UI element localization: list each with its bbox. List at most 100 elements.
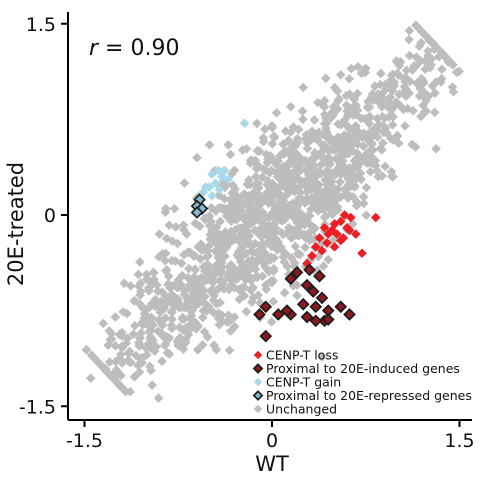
data-point (167, 314, 177, 325)
data-point (339, 167, 349, 178)
data-point (321, 184, 332, 195)
data-point (154, 229, 165, 239)
data-point (153, 315, 164, 325)
data-point (287, 168, 297, 179)
data-point (117, 331, 127, 341)
data-point (139, 308, 150, 319)
data-point (361, 210, 372, 220)
data-point (411, 60, 422, 71)
data-point (373, 171, 384, 182)
data-point (344, 225, 355, 236)
data-point (202, 332, 213, 342)
data-point (208, 235, 219, 245)
data-point (228, 263, 238, 274)
data-point (445, 57, 455, 67)
data-point (224, 238, 235, 249)
data-point (259, 258, 269, 269)
data-point (421, 106, 431, 117)
data-point (329, 242, 340, 252)
data-point (108, 373, 118, 383)
data-point (179, 302, 190, 313)
data-point (169, 203, 180, 214)
data-point (291, 162, 302, 173)
data-point (205, 286, 216, 297)
data-point (322, 165, 332, 176)
data-point (416, 111, 426, 122)
data-point (210, 231, 220, 242)
data-point (407, 139, 417, 150)
axes: -1.5 0 1.5 -1.5 0 1.5 (19, 12, 475, 452)
data-point (380, 161, 390, 172)
data-point (160, 339, 171, 349)
data-point (410, 142, 421, 152)
data-point (118, 383, 128, 394)
data-point (104, 326, 115, 336)
data-point (311, 185, 322, 195)
data-point (133, 360, 143, 371)
data-point (214, 184, 225, 195)
data-point (335, 162, 346, 173)
data-point (296, 297, 310, 311)
data-point (201, 272, 211, 282)
data-point (367, 128, 377, 139)
data-point (277, 216, 288, 226)
data-point (224, 316, 235, 327)
data-point (226, 280, 236, 290)
data-point (193, 289, 204, 300)
data-point (300, 242, 310, 253)
legend-item: CENP-T loss (253, 348, 338, 363)
data-point (300, 310, 314, 324)
data-point (146, 321, 157, 331)
data-point (135, 332, 145, 343)
data-point (335, 177, 345, 187)
data-point (319, 95, 330, 106)
data-point (299, 219, 310, 230)
data-point (361, 157, 372, 168)
data-point (346, 220, 357, 230)
data-point (181, 229, 192, 239)
data-point (365, 166, 376, 177)
data-point (135, 257, 145, 267)
data-point (264, 211, 275, 222)
data-point (259, 214, 269, 224)
data-point (289, 258, 300, 268)
data-point (213, 313, 224, 324)
data-point (167, 323, 177, 334)
data-point (170, 256, 181, 266)
data-point (251, 163, 262, 174)
data-point (175, 332, 185, 343)
data-point (183, 329, 194, 340)
data-point (258, 164, 269, 175)
data-point (447, 82, 458, 92)
data-point (287, 199, 298, 210)
data-point (353, 61, 363, 72)
data-point (360, 63, 371, 74)
data-point (164, 349, 175, 359)
data-point (414, 91, 425, 101)
data-point (386, 70, 397, 81)
data-point (289, 209, 299, 220)
data-point (304, 235, 315, 246)
data-point (292, 206, 303, 217)
data-point (392, 57, 402, 67)
data-point (214, 190, 224, 201)
data-point (122, 308, 132, 319)
data-point (164, 220, 175, 231)
data-point (313, 167, 324, 177)
data-point (189, 250, 200, 261)
data-point (426, 54, 437, 64)
data-point (223, 174, 234, 185)
data-point (110, 312, 121, 322)
series-proximal-to-20e-induced-genes (253, 263, 356, 343)
data-point (309, 300, 323, 314)
data-point (244, 206, 254, 217)
data-point (244, 271, 254, 281)
data-point (145, 316, 156, 327)
data-point (271, 159, 281, 169)
data-point (258, 136, 269, 147)
data-point (317, 197, 328, 207)
data-point (267, 139, 278, 149)
data-point (240, 237, 251, 248)
data-point (312, 97, 323, 108)
legend-item: Unchanged (253, 402, 337, 417)
